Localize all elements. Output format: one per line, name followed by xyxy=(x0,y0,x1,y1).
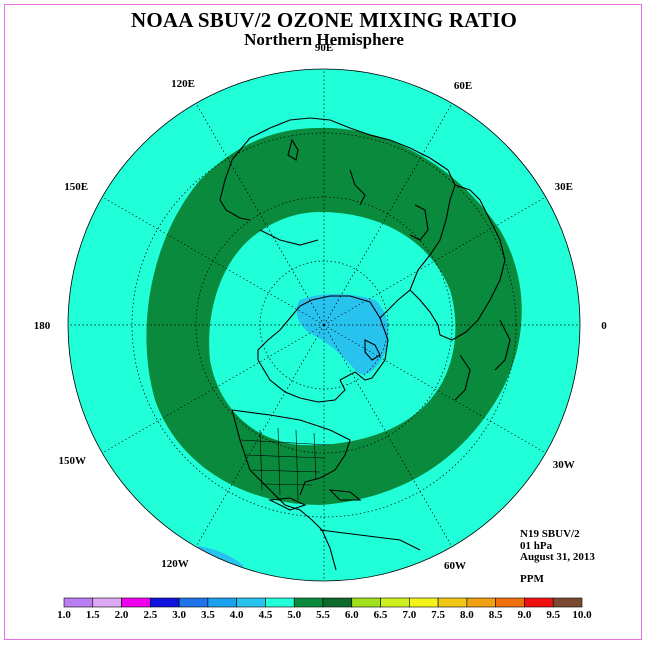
colorbar-tick-label: 2.5 xyxy=(143,609,157,621)
longitude-label: 0 xyxy=(601,320,607,332)
colorbar-box xyxy=(524,597,554,608)
ozone-low-region xyxy=(296,294,389,375)
info-instrument: N19 SBUV/2 xyxy=(520,528,580,540)
colorbar-tick-label: 3.0 xyxy=(172,609,186,621)
colorbar-tick-label: 2.0 xyxy=(115,609,129,621)
colorbar-box xyxy=(466,597,496,608)
colorbar-box xyxy=(409,597,439,608)
colorbar-tick-label: 3.5 xyxy=(201,609,215,621)
map-outline xyxy=(67,68,581,582)
longitude-label: 60W xyxy=(444,560,466,572)
colorbar-tick-label: 9.5 xyxy=(546,609,560,621)
meridian-line xyxy=(102,196,325,326)
page-subtitle: Northern Hemisphere xyxy=(244,30,404,49)
colorbar-tick-label: 8.5 xyxy=(489,609,503,621)
colorbar-tick-label: 6.5 xyxy=(374,609,388,621)
colorbar-tick-label: 4.0 xyxy=(230,609,244,621)
colorbar-tick-label: 1.0 xyxy=(57,609,71,621)
page-title: NOAA SBUV/2 OZONE MIXING RATIO xyxy=(131,8,517,32)
colorbar: 1.0 1.5 2.0 2.5 3.0 3.5 4.0 4.5 5.0 5.5 6.0 6.5 7.0 7… xyxy=(57,597,592,621)
colorbar-labels: 1.0 1.5 2.0 2.5 3.0 3.5 4.0 4.5 5.0 5.5 6.0 6.5 7.0 7… xyxy=(57,609,592,621)
colorbar-tick-label: 9.0 xyxy=(518,609,532,621)
colorbar-tick-label: 5.0 xyxy=(287,609,301,621)
colorbar-box xyxy=(178,597,209,608)
colorbar-box xyxy=(322,597,353,608)
colorbar-tick-label: 5.5 xyxy=(316,609,330,621)
meridian-line xyxy=(102,324,325,454)
longitude-label: 150W xyxy=(58,455,86,467)
longitude-label: 30W xyxy=(553,459,575,471)
colorbar-box xyxy=(437,597,468,608)
colorbar-tick-label: 1.5 xyxy=(86,609,100,621)
meridian-line xyxy=(323,324,453,547)
colorbar-tick-label: 10.0 xyxy=(572,609,592,621)
colorbar-box xyxy=(150,597,180,608)
longitude-label: 30E xyxy=(555,181,573,193)
longitude-label: 120W xyxy=(161,558,189,570)
colorbar-box xyxy=(207,597,237,608)
colorbar-box xyxy=(495,597,525,608)
meridians xyxy=(68,69,580,581)
colorbar-box xyxy=(293,597,324,608)
info-units: PPM xyxy=(520,573,544,585)
colorbar-box xyxy=(236,597,266,608)
colorbar-box xyxy=(380,597,410,608)
meridian-line xyxy=(195,103,325,326)
meridian-line xyxy=(195,324,325,547)
info-date: August 31, 2013 xyxy=(520,551,595,563)
colorbar-box xyxy=(552,597,583,608)
colorbar-box xyxy=(265,597,295,608)
colorbar-box xyxy=(63,597,94,608)
longitude-label: 120E xyxy=(171,78,195,90)
colorbar-box xyxy=(351,597,381,608)
colorbar-tick-label: 4.5 xyxy=(259,609,273,621)
longitude-label: 150E xyxy=(64,181,88,193)
longitude-label: 90E xyxy=(315,42,333,54)
colorbar-tick-label: 7.0 xyxy=(402,609,416,621)
colorbar-tick-label: 6.0 xyxy=(345,609,359,621)
longitude-label: 180 xyxy=(34,320,51,332)
meridian-line xyxy=(323,324,546,454)
colorbar-tick-label: 8.0 xyxy=(460,609,474,621)
colorbar-boxes xyxy=(63,597,583,608)
colorbar-box xyxy=(121,597,151,608)
meridian-line xyxy=(323,103,453,326)
info-level: 01 hPa xyxy=(520,540,553,552)
us-state-lines xyxy=(239,427,331,501)
colorbar-box xyxy=(92,597,122,608)
colorbar-tick-label: 7.5 xyxy=(431,609,445,621)
longitude-label: 60E xyxy=(454,80,472,92)
ozone-high-ring xyxy=(146,127,522,505)
page-frame xyxy=(4,4,642,640)
meridian-line xyxy=(323,196,546,326)
